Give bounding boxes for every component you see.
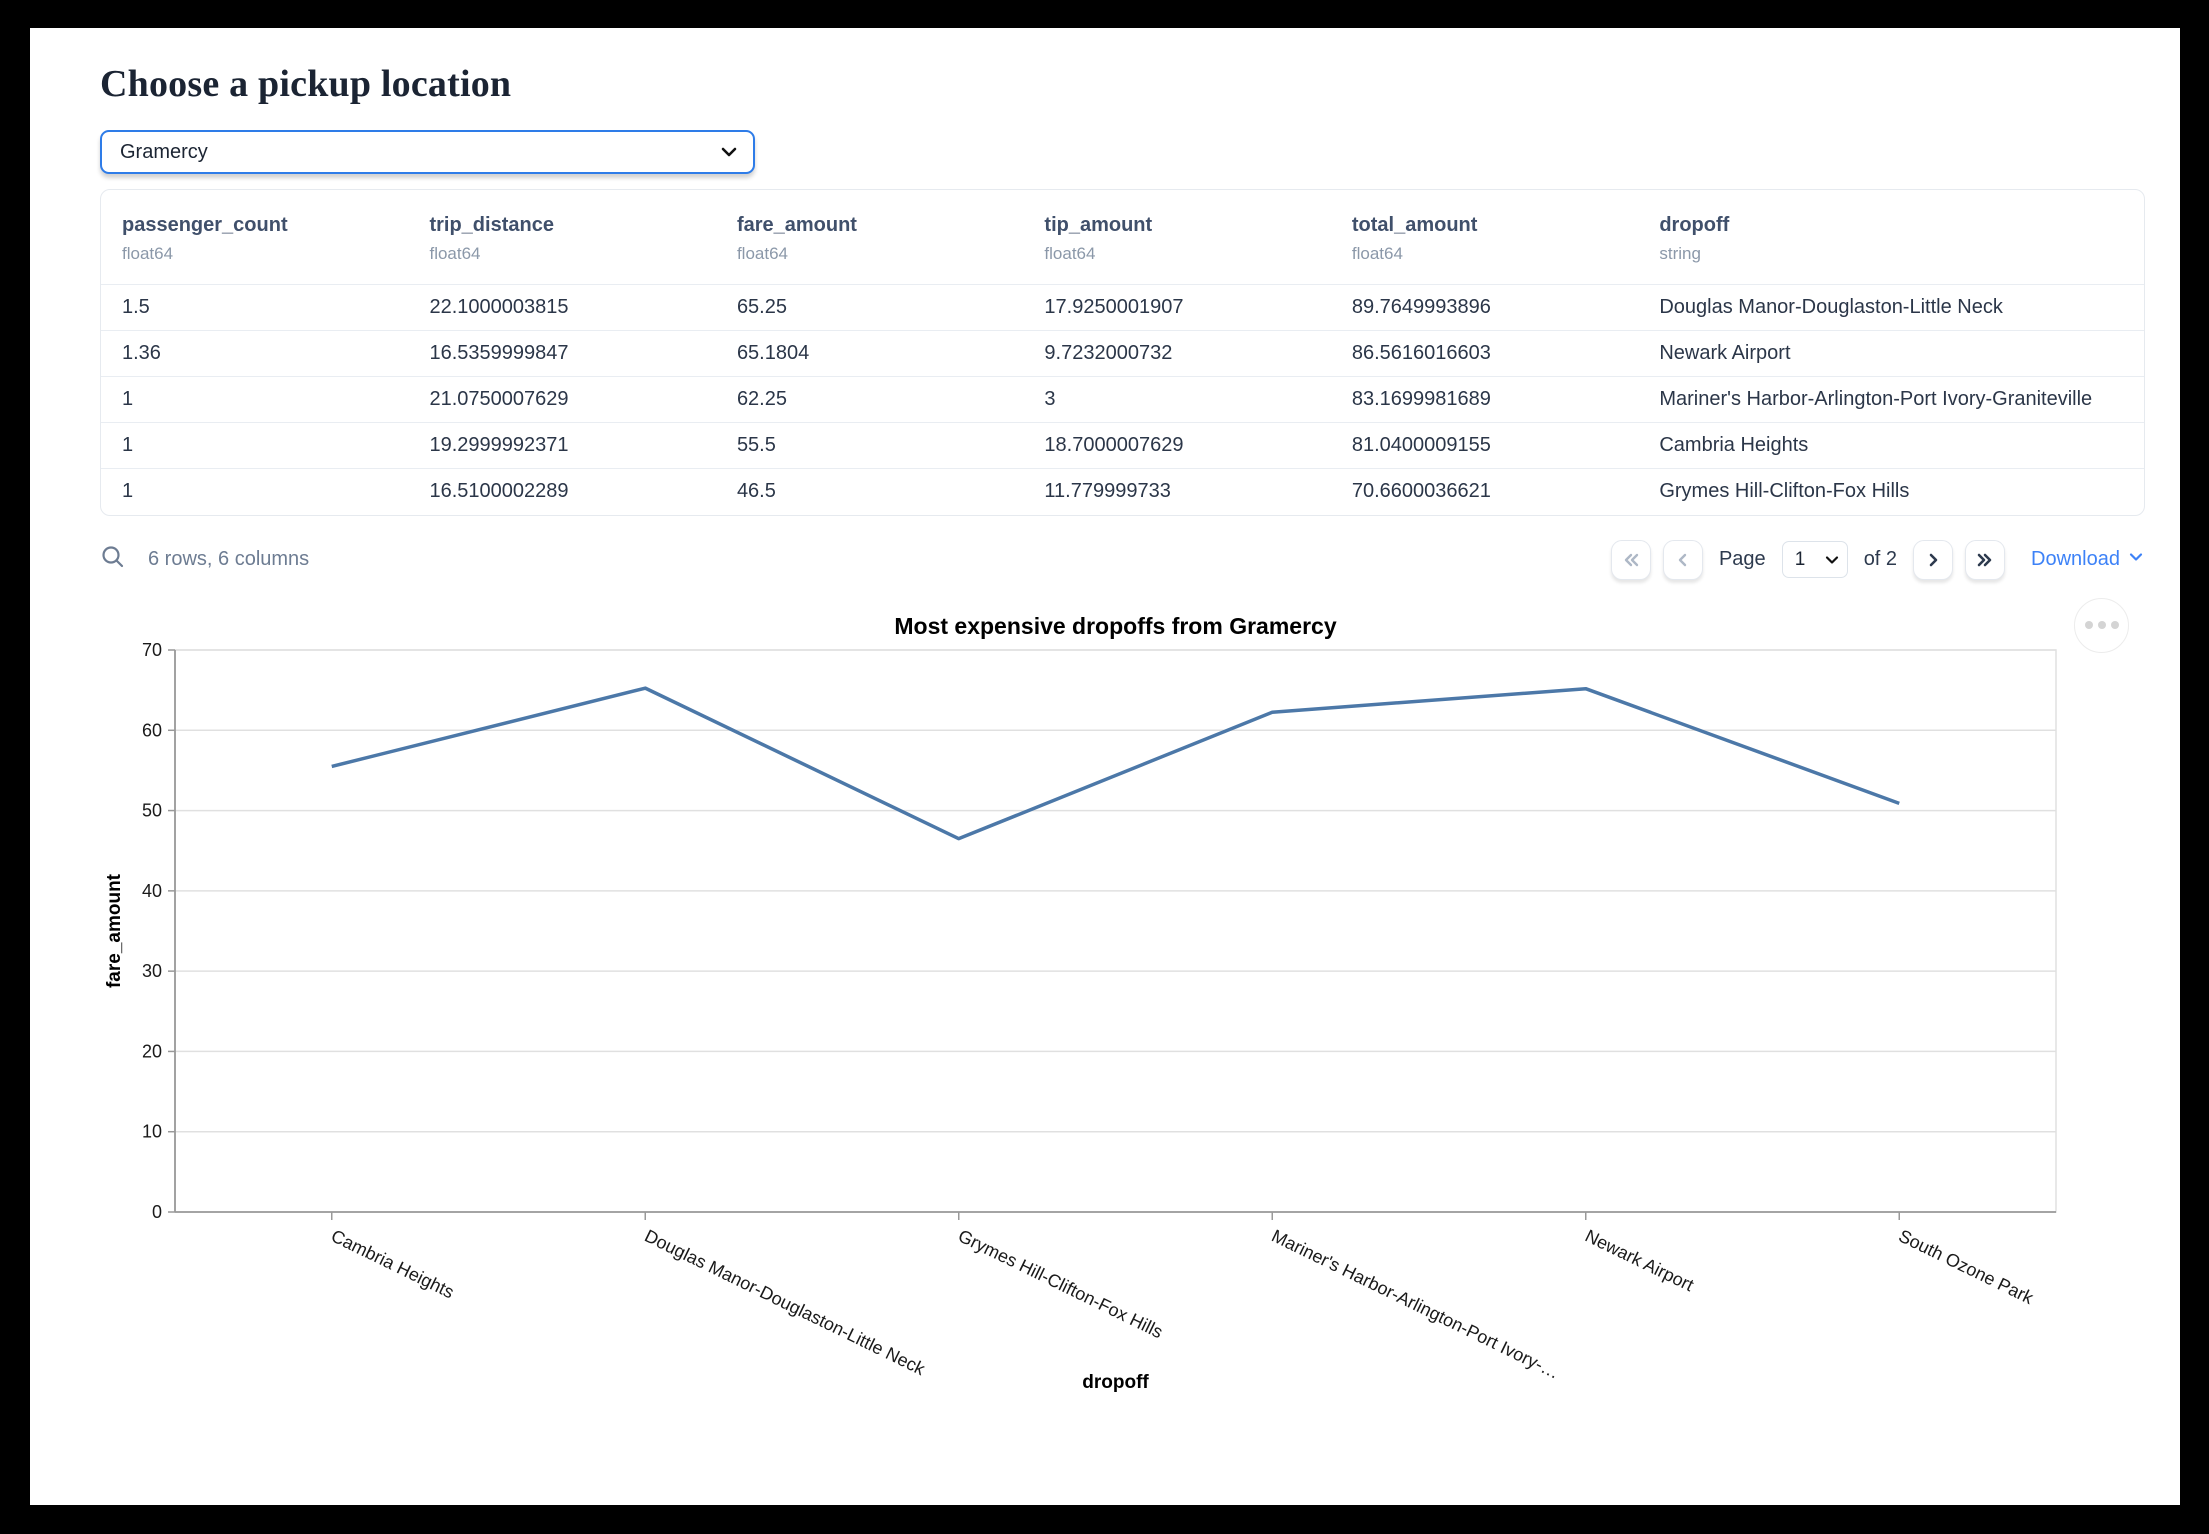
table-cell: 22.1000003815 <box>408 284 716 331</box>
table-cell: 1.36 <box>101 330 409 377</box>
fare-line-chart: Most expensive dropoffs from Gramercy 0 10… <box>104 613 2057 1393</box>
y-tick-label: 70 <box>142 640 162 660</box>
download-label: Download <box>2031 548 2120 570</box>
prev-page-button[interactable] <box>1662 539 1703 580</box>
page-total-label: of 2 <box>1863 548 1898 570</box>
column-header[interactable]: total_amount float64 <box>1331 190 1638 285</box>
x-tick-label: Douglas Manor-Douglaston-Little Neck <box>641 1225 929 1379</box>
y-tick-label: 20 <box>142 1041 162 1061</box>
column-name: total_amount <box>1351 214 1478 236</box>
column-dtype: float64 <box>1044 244 1096 263</box>
page-title: Choose a pickup location <box>100 63 512 105</box>
table-cell: 17.9250001907 <box>1023 284 1331 331</box>
table-cell: 55.5 <box>715 422 1024 469</box>
pagination: Page 1 of 2 <box>1610 539 2006 580</box>
table-cell: Grymes Hill-Clifton-Fox Hills <box>1638 468 2144 515</box>
table-cell: 16.5100002289 <box>408 468 716 515</box>
table-cell: 70.6600036621 <box>1330 468 1639 515</box>
table-cell: 1 <box>101 422 409 469</box>
y-tick-label: 40 <box>142 880 162 900</box>
column-header[interactable]: tip_amount float64 <box>1023 190 1330 285</box>
table-row[interactable]: 1 19.2999992371 55.5 18.7000007629 81.040000… <box>101 422 2144 469</box>
table-cell: 3 <box>1023 376 1331 423</box>
column-header[interactable]: fare_amount float64 <box>716 190 1023 285</box>
y-tick-label: 50 <box>142 800 162 820</box>
column-name: tip_amount <box>1044 214 1153 236</box>
table-cell: 1.5 <box>101 284 409 331</box>
column-dtype: float64 <box>122 244 174 263</box>
column-name: fare_amount <box>736 214 857 236</box>
chevron-left-icon <box>1673 550 1693 570</box>
table-cell: 18.7000007629 <box>1023 422 1331 469</box>
table-cell: 89.7649993896 <box>1330 284 1639 331</box>
table-cell: 9.7232000732 <box>1023 330 1331 377</box>
table-cell: 86.5616016603 <box>1330 330 1639 377</box>
table-cell: Mariner's Harbor-Arlington-Port Ivory-Gr… <box>1638 376 2144 423</box>
column-name: trip_distance <box>429 214 554 236</box>
table-cell: Newark Airport <box>1638 330 2144 377</box>
double-chevron-right-icon <box>1974 550 1996 570</box>
page-number-select[interactable]: 1 <box>1781 541 1848 578</box>
fare-line-series <box>331 685 1900 840</box>
last-page-button[interactable] <box>1965 539 2006 580</box>
chevron-right-icon <box>1923 550 1943 570</box>
app-window: Choose a pickup location Gramercy passen… <box>30 28 2180 1505</box>
column-header[interactable]: passenger_count float64 <box>101 190 408 285</box>
y-tick-label: 60 <box>142 720 162 740</box>
table-cell: Douglas Manor-Douglaston-Little Neck <box>1638 284 2144 331</box>
chart-actions-menu-button[interactable] <box>2074 597 2129 653</box>
first-page-button[interactable] <box>1610 539 1651 580</box>
chart-title: Most expensive dropoffs from Gramercy <box>894 613 1336 639</box>
table-cell: 1 <box>101 376 409 423</box>
table-cell: 83.1699981689 <box>1330 376 1639 423</box>
table-cell: Cambria Heights <box>1638 422 2144 469</box>
page-label: Page <box>1718 548 1766 570</box>
download-button[interactable]: Download <box>2031 548 2145 571</box>
x-tick-label: Cambria Heights <box>328 1225 457 1302</box>
table-cell: 46.5 <box>715 468 1024 515</box>
table-body: 1.5 22.1000003815 65.25 17.9250001907 89.764… <box>101 284 2144 515</box>
table-row[interactable]: 1 21.0750007629 62.25 3 83.1699981689 Mariner… <box>101 376 2144 423</box>
column-header[interactable]: trip_distance float64 <box>408 190 715 285</box>
table-cell: 1 <box>101 468 409 515</box>
chevron-down-icon <box>2127 548 2145 571</box>
column-name: dropoff <box>1659 214 1730 236</box>
table-cell: 21.0750007629 <box>408 376 716 423</box>
column-name: passenger_count <box>122 214 288 236</box>
table-cell: 19.2999992371 <box>408 422 716 469</box>
rows-summary-text: 6 rows, 6 columns <box>148 548 310 570</box>
table-cell: 62.25 <box>715 376 1024 423</box>
y-tick-label: 10 <box>142 1121 162 1141</box>
chart-section: Most expensive dropoffs from Gramercy 0 10… <box>100 596 2145 1408</box>
x-axis-title: dropoff <box>1082 1372 1149 1393</box>
table-cell: 16.5359999847 <box>408 330 716 377</box>
double-chevron-left-icon <box>1620 550 1642 570</box>
y-axis-title: fare_amount <box>104 873 125 988</box>
table-cell: 11.779999733 <box>1023 468 1331 515</box>
column-dtype: float64 <box>429 244 481 263</box>
pickup-location-select[interactable]: Gramercy <box>100 130 755 174</box>
ellipsis-icon <box>2084 621 2093 629</box>
table-cell: 81.0400009155 <box>1330 422 1639 469</box>
next-page-button[interactable] <box>1913 539 1954 580</box>
table-row[interactable]: 1.36 16.5359999847 65.1804 9.7232000732 86.5… <box>101 330 2144 377</box>
column-dtype: string <box>1659 244 1701 263</box>
x-tick-label: Grymes Hill-Clifton-Fox Hills <box>955 1225 1166 1342</box>
y-tick-label: 0 <box>152 1202 162 1222</box>
table-cell: 65.1804 <box>715 330 1024 377</box>
column-dtype: float64 <box>1351 244 1403 263</box>
y-tick-label: 30 <box>142 961 162 981</box>
x-tick-label: Newark Airport <box>1582 1225 1697 1295</box>
column-header[interactable]: dropoff string <box>1638 190 2144 285</box>
x-tick-label: South Ozone Park <box>1895 1225 2037 1308</box>
x-tick-label: Mariner's Harbor-Arlington-Port Ivory-… <box>1268 1225 1562 1382</box>
column-dtype: float64 <box>736 244 788 263</box>
table-row[interactable]: 1.5 22.1000003815 65.25 17.9250001907 89.764… <box>101 284 2144 331</box>
table-cell: 65.25 <box>715 284 1024 331</box>
search-icon[interactable] <box>100 544 126 576</box>
table-row[interactable]: 1 16.5100002289 46.5 11.779999733 70.6600036… <box>101 468 2144 515</box>
